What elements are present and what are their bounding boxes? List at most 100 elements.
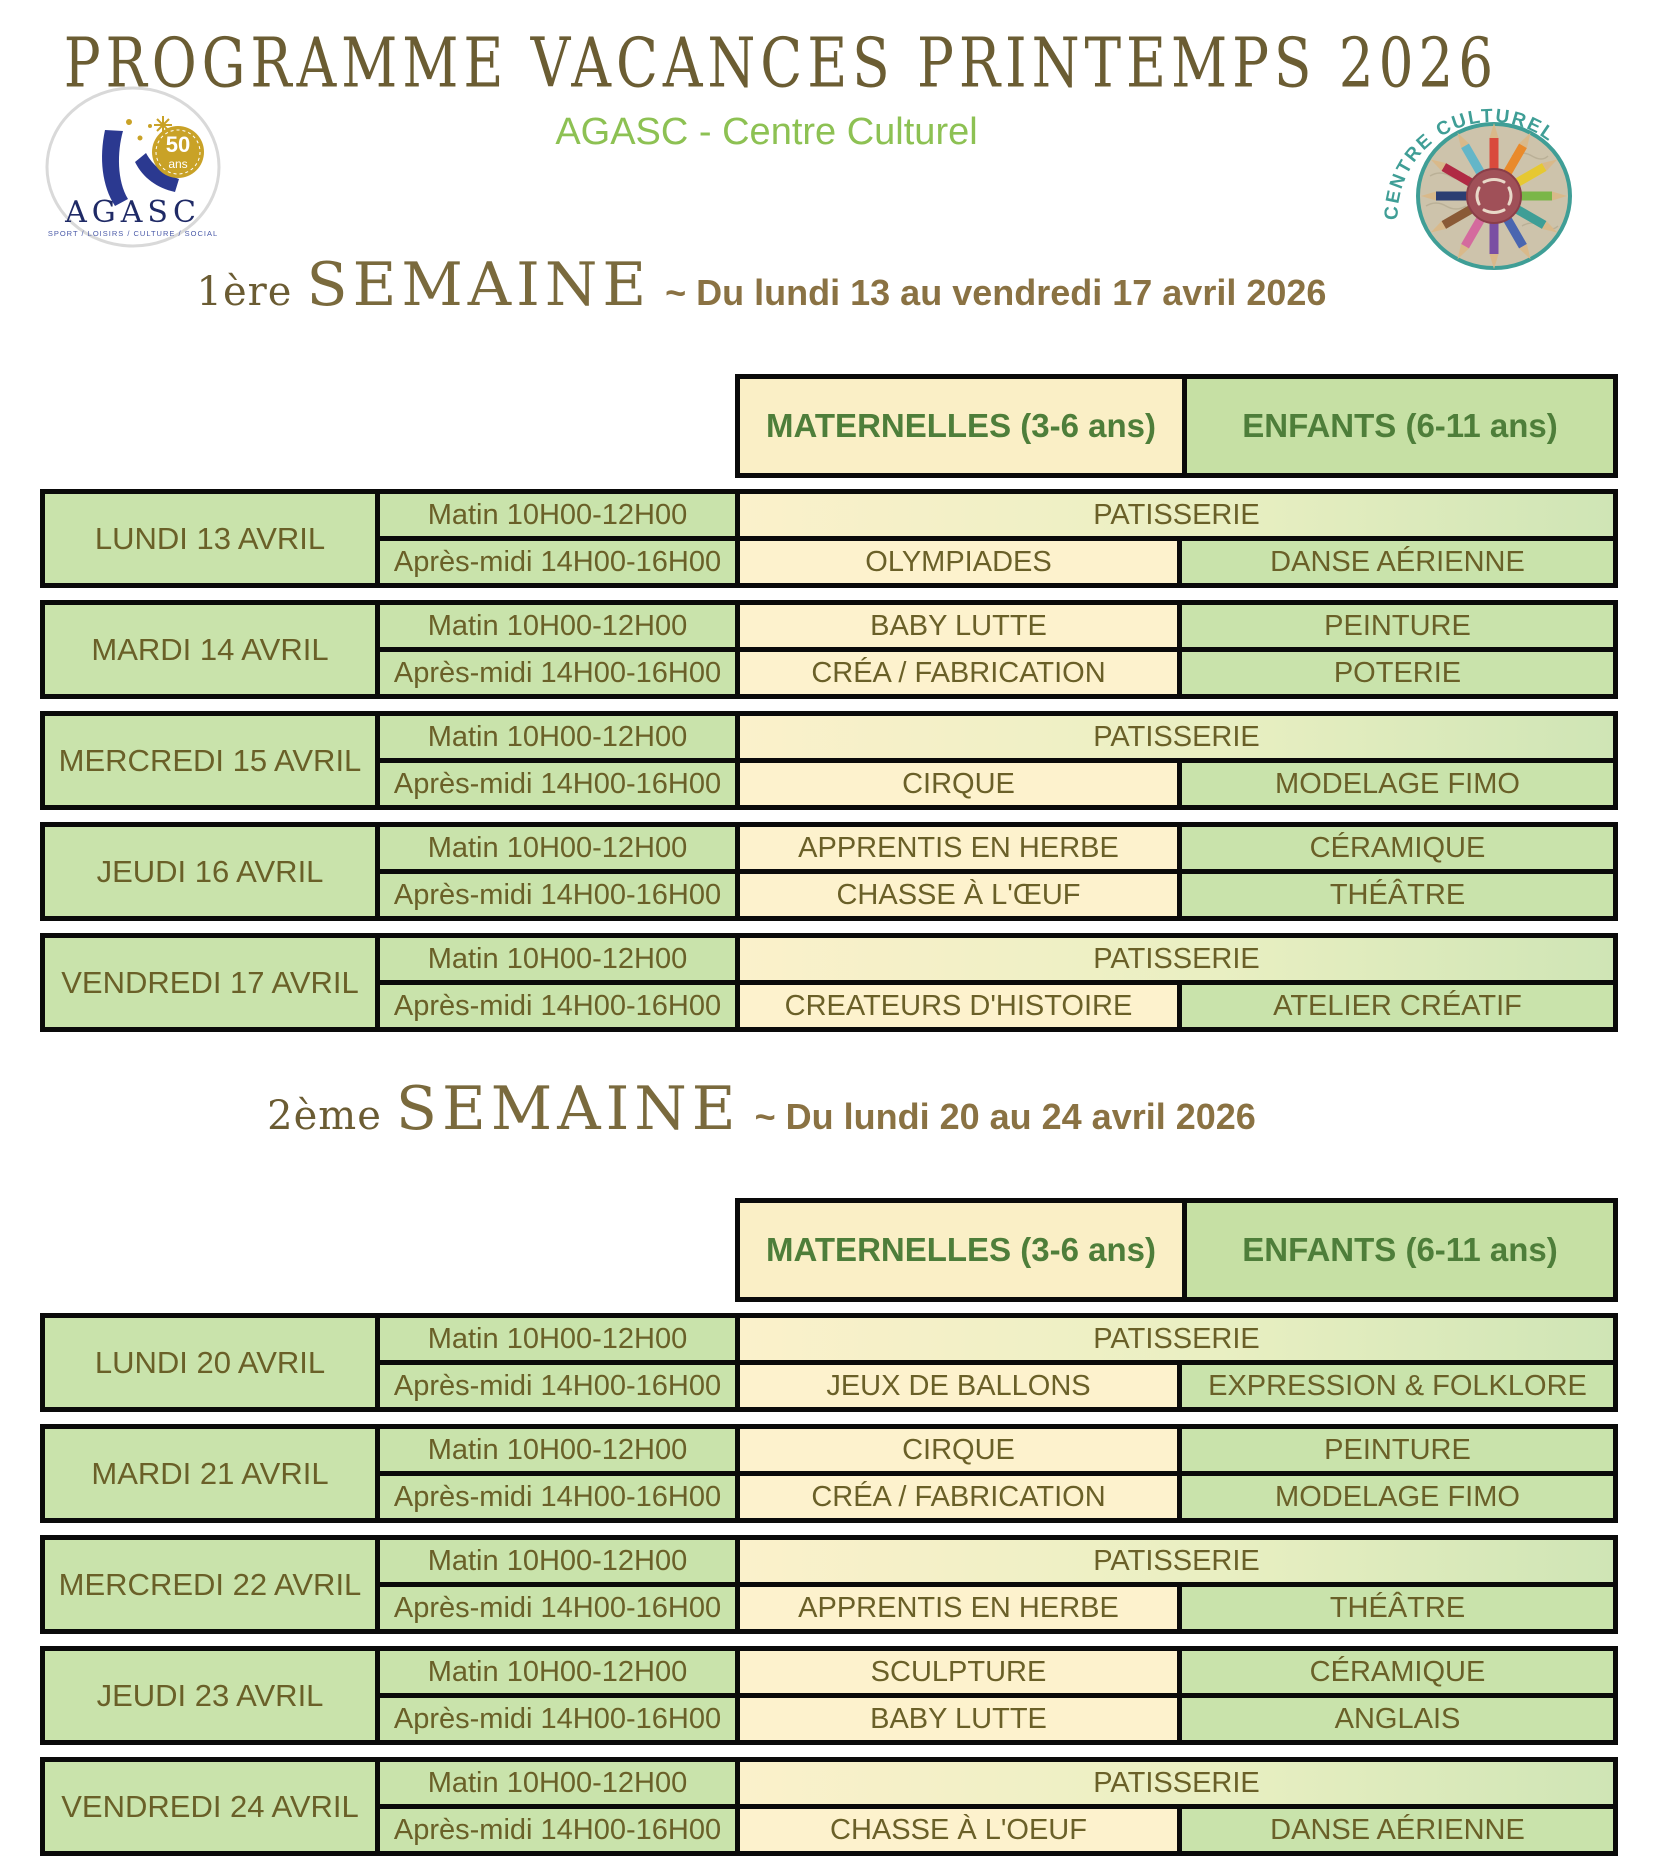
activity-afternoon-maternelles: CIRQUE [740,763,1177,805]
day-row-lundi-20: LUNDI 20 AVRIL Matin 10H00-12H00 PATISSE… [40,1313,1618,1412]
day-date: JEUDI 23 AVRIL [45,1651,375,1740]
week2-column-headers: MATERNELLES (3-6 ans) ENFANTS (6-11 ans) [735,1198,1618,1302]
agasc-figure-shape [135,153,179,192]
page-title: PROGRAMME VACANCES PRINTEMPS 2026 [63,24,1499,104]
day-date: LUNDI 13 AVRIL [45,494,375,583]
time-afternoon: Après-midi 14H00-16H00 [380,1365,735,1407]
activity-morning-enfants: PEINTURE [1182,1429,1613,1471]
agasc-figure-shape [102,130,128,206]
activity-afternoon-maternelles: JEUX DE BALLONS [740,1365,1177,1407]
activity-afternoon-maternelles: CHASSE À L'OEUF [740,1809,1177,1851]
activity-morning-enfants: PEINTURE [1182,605,1613,647]
activity-afternoon-maternelles: APPRENTIS EN HERBE [740,1587,1177,1629]
activity-morning-maternelles: CIRQUE [740,1429,1177,1471]
activity-morning-merged: PATISSERIE [740,716,1613,758]
activity-afternoon-maternelles: CRÉA / FABRICATION [740,652,1177,694]
time-morning: Matin 10H00-12H00 [380,1429,735,1471]
time-afternoon: Après-midi 14H00-16H00 [380,874,735,916]
week2-prefix: 2ème [267,1093,382,1139]
column-header-enfants: ENFANTS (6-11 ans) [1187,1203,1613,1297]
time-morning: Matin 10H00-12H00 [380,1762,735,1804]
time-morning: Matin 10H00-12H00 [380,827,735,869]
time-afternoon: Après-midi 14H00-16H00 [380,1809,735,1851]
time-afternoon: Après-midi 14H00-16H00 [380,985,735,1027]
activity-afternoon-maternelles: CREATEURS D'HISTOIRE [740,985,1177,1027]
activity-morning-maternelles: APPRENTIS EN HERBE [740,827,1177,869]
day-date: JEUDI 16 AVRIL [45,827,375,916]
activity-morning-merged: PATISSERIE [740,1318,1613,1360]
day-date: MERCREDI 22 AVRIL [45,1540,375,1629]
activity-morning-enfants: CÉRAMIQUE [1182,1651,1613,1693]
time-morning: Matin 10H00-12H00 [380,1651,735,1693]
activity-afternoon-maternelles: CRÉA / FABRICATION [740,1476,1177,1518]
time-morning: Matin 10H00-12H00 [380,605,735,647]
time-afternoon: Après-midi 14H00-16H00 [380,541,735,583]
column-header-maternelles: MATERNELLES (3-6 ans) [740,379,1182,473]
week2-table: MATERNELLES (3-6 ans) ENFANTS (6-11 ans)… [40,1198,1618,1856]
time-morning: Matin 10H00-12H00 [380,1318,735,1360]
badge-unit: ans [168,157,187,171]
activity-afternoon-maternelles: BABY LUTTE [740,1698,1177,1740]
week2-heading: 2ème SEMAINE ~ Du lundi 20 au 24 avril 2… [0,1074,1523,1144]
column-header-enfants: ENFANTS (6-11 ans) [1187,379,1613,473]
time-afternoon: Après-midi 14H00-16H00 [380,763,735,805]
week1-prefix: 1ère [196,269,293,315]
activity-afternoon-enfants: THÉÂTRE [1182,874,1613,916]
agasc-logo-tagline: SPORT / LOISIRS / CULTURE / SOCIAL [48,229,218,238]
activity-morning-merged: PATISSERIE [740,1540,1613,1582]
day-row-vendredi-24: VENDREDI 24 AVRIL Matin 10H00-12H00 PATI… [40,1757,1618,1856]
day-row-mardi-14: MARDI 14 AVRIL Matin 10H00-12H00 BABY LU… [40,600,1618,699]
day-row-jeudi-23: JEUDI 23 AVRIL Matin 10H00-12H00 SCULPTU… [40,1646,1618,1745]
agasc-logo-name: AGASC [64,195,201,230]
activity-afternoon-enfants: DANSE AÉRIENNE [1182,1809,1613,1851]
week1-table: MATERNELLES (3-6 ans) ENFANTS (6-11 ans)… [40,374,1618,1032]
activity-afternoon-enfants: MODELAGE FIMO [1182,1476,1613,1518]
stitch-marks [1475,178,1513,214]
activity-afternoon-enfants: ANGLAIS [1182,1698,1613,1740]
week1-heading: 1ère SEMAINE ~ Du lundi 13 au vendredi 1… [0,250,1523,320]
day-date: MARDI 14 AVRIL [45,605,375,694]
week1-column-headers: MATERNELLES (3-6 ans) ENFANTS (6-11 ans) [735,374,1618,478]
centre-culturel-logo: CENTRE CULTUREL [1381,76,1597,286]
badge-number: 50 [166,132,190,157]
activity-morning-enfants: CÉRAMIQUE [1182,827,1613,869]
time-morning: Matin 10H00-12H00 [380,938,735,980]
day-row-mardi-21: MARDI 21 AVRIL Matin 10H00-12H00 CIRQUE … [40,1424,1618,1523]
logo-center-disc [1466,168,1522,224]
activity-afternoon-enfants: EXPRESSION & FOLKLORE [1182,1365,1613,1407]
day-row-lundi-13: LUNDI 13 AVRIL Matin 10H00-12H00 PATISSE… [40,489,1618,588]
day-row-mercredi-22: MERCREDI 22 AVRIL Matin 10H00-12H00 PATI… [40,1535,1618,1634]
day-date: MERCREDI 15 AVRIL [45,716,375,805]
day-date: MARDI 21 AVRIL [45,1429,375,1518]
activity-morning-merged: PATISSERIE [740,1762,1613,1804]
week2-word: SEMAINE [395,1074,741,1144]
activity-afternoon-enfants: POTERIE [1182,652,1613,694]
badge-50-ans [152,126,204,178]
day-date: VENDREDI 17 AVRIL [45,938,375,1027]
subtitle: AGASC - Centre Culturel [555,111,978,153]
time-afternoon: Après-midi 14H00-16H00 [380,1587,735,1629]
time-afternoon: Après-midi 14H00-16H00 [380,1476,735,1518]
time-morning: Matin 10H00-12H00 [380,1540,735,1582]
activity-afternoon-enfants: THÉÂTRE [1182,1587,1613,1629]
time-afternoon: Après-midi 14H00-16H00 [380,652,735,694]
time-morning: Matin 10H00-12H00 [380,716,735,758]
week1-dates: ~ Du lundi 13 au vendredi 17 avril 2026 [665,272,1327,313]
day-date: LUNDI 20 AVRIL [45,1318,375,1407]
activity-morning-maternelles: SCULPTURE [740,1651,1177,1693]
column-header-maternelles: MATERNELLES (3-6 ans) [740,1203,1182,1297]
week2-dates: ~ Du lundi 20 au 24 avril 2026 [754,1096,1256,1137]
activity-morning-maternelles: BABY LUTTE [740,605,1177,647]
week1-word: SEMAINE [306,250,652,320]
activity-morning-merged: PATISSERIE [740,494,1613,536]
activity-afternoon-enfants: MODELAGE FIMO [1182,763,1613,805]
activity-morning-merged: PATISSERIE [740,938,1613,980]
agasc-logo: 50 ans AGASC SPORT / LOISIRS / CULTURE /… [45,86,225,253]
activity-afternoon-enfants: ATELIER CRÉATIF [1182,985,1613,1027]
activity-afternoon-maternelles: CHASSE À L'ŒUF [740,874,1177,916]
day-row-vendredi-17: VENDREDI 17 AVRIL Matin 10H00-12H00 PATI… [40,933,1618,1032]
activity-afternoon-enfants: DANSE AÉRIENNE [1182,541,1613,583]
activity-afternoon-maternelles: OLYMPIADES [740,541,1177,583]
day-row-mercredi-15: MERCREDI 15 AVRIL Matin 10H00-12H00 PATI… [40,711,1618,810]
time-afternoon: Après-midi 14H00-16H00 [380,1698,735,1740]
